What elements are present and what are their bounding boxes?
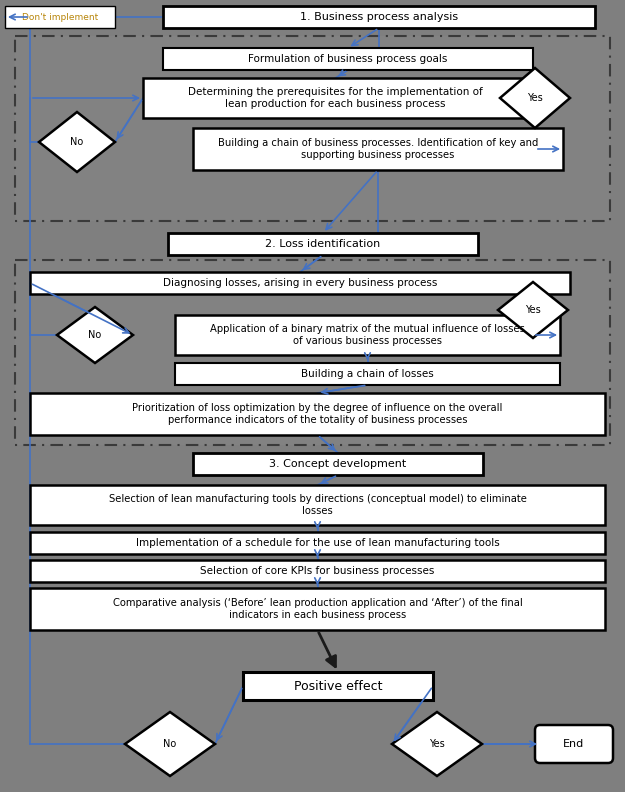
Text: Comparative analysis (‘Before’ lean production application and ‘After’) of the f: Comparative analysis (‘Before’ lean prod… — [112, 598, 522, 620]
FancyBboxPatch shape — [193, 453, 483, 475]
Polygon shape — [57, 307, 133, 363]
Text: Selection of core KPIs for business processes: Selection of core KPIs for business proc… — [200, 566, 435, 576]
Text: Diagnosing losses, arising in every business process: Diagnosing losses, arising in every busi… — [162, 278, 437, 288]
FancyBboxPatch shape — [30, 560, 605, 582]
Text: No: No — [163, 739, 177, 749]
Text: 2. Loss identification: 2. Loss identification — [266, 239, 381, 249]
FancyBboxPatch shape — [143, 78, 528, 118]
FancyBboxPatch shape — [535, 725, 613, 763]
Text: Selection of lean manufacturing tools by directions (conceptual model) to elimin: Selection of lean manufacturing tools by… — [109, 494, 526, 516]
FancyBboxPatch shape — [15, 36, 610, 221]
FancyBboxPatch shape — [243, 672, 433, 700]
FancyBboxPatch shape — [30, 272, 570, 294]
Text: Formulation of business process goals: Formulation of business process goals — [248, 54, 448, 64]
FancyBboxPatch shape — [175, 315, 560, 355]
Text: Implementation of a schedule for the use of lean manufacturing tools: Implementation of a schedule for the use… — [136, 538, 499, 548]
Text: Prioritization of loss optimization by the degree of influence on the overall
pe: Prioritization of loss optimization by t… — [132, 403, 503, 425]
FancyBboxPatch shape — [163, 48, 533, 70]
FancyBboxPatch shape — [30, 393, 605, 435]
Polygon shape — [39, 112, 115, 172]
Text: End: End — [563, 739, 584, 749]
FancyBboxPatch shape — [163, 6, 595, 28]
Polygon shape — [498, 282, 568, 338]
Text: Don't implement: Don't implement — [22, 13, 98, 21]
Text: Yes: Yes — [525, 305, 541, 315]
Text: Application of a binary matrix of the mutual influence of losses
of various busi: Application of a binary matrix of the mu… — [210, 324, 525, 346]
FancyBboxPatch shape — [193, 128, 563, 170]
Polygon shape — [392, 712, 482, 776]
Text: No: No — [71, 137, 84, 147]
Text: No: No — [88, 330, 102, 340]
FancyBboxPatch shape — [30, 532, 605, 554]
Text: 1. Business process analysis: 1. Business process analysis — [300, 12, 458, 22]
FancyBboxPatch shape — [30, 588, 605, 630]
FancyBboxPatch shape — [168, 233, 478, 255]
Text: Yes: Yes — [429, 739, 445, 749]
FancyBboxPatch shape — [175, 363, 560, 385]
FancyBboxPatch shape — [5, 6, 115, 28]
Text: 3. Concept development: 3. Concept development — [269, 459, 407, 469]
FancyBboxPatch shape — [30, 485, 605, 525]
FancyBboxPatch shape — [15, 260, 610, 445]
Polygon shape — [500, 68, 570, 128]
Polygon shape — [125, 712, 215, 776]
Text: Positive effect: Positive effect — [294, 680, 382, 692]
Text: Yes: Yes — [527, 93, 543, 103]
Text: Determining the prerequisites for the implementation of
lean production for each: Determining the prerequisites for the im… — [188, 87, 483, 109]
Text: Building a chain of losses: Building a chain of losses — [301, 369, 434, 379]
Text: Building a chain of business processes. Identification of key and
supporting bus: Building a chain of business processes. … — [218, 138, 538, 160]
